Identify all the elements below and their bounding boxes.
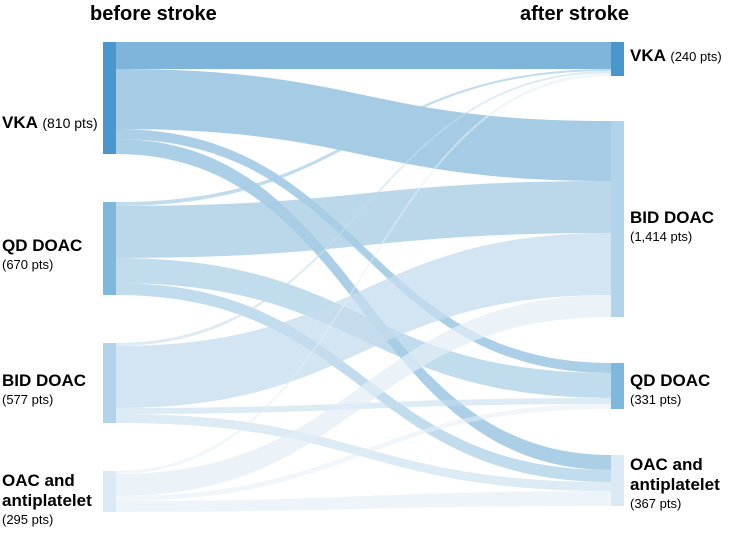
label-count: (810 pts) bbox=[42, 115, 97, 131]
label-name: VKA bbox=[630, 46, 666, 65]
label-left-QD: QD DOAC (670 pts) bbox=[2, 236, 100, 274]
label-left-BID: BID DOAC (577 pts) bbox=[2, 371, 100, 409]
sankey-diagram: before stroke after stroke VKA (810 pts)… bbox=[0, 0, 747, 558]
label-name: VKA bbox=[2, 113, 38, 132]
link-VKA-to-VKA bbox=[116, 42, 611, 69]
label-count: (367 pts) bbox=[630, 496, 681, 511]
node-BID bbox=[611, 121, 624, 317]
label-count: (670 pts) bbox=[2, 257, 53, 272]
label-count: (295 pts) bbox=[2, 512, 53, 527]
label-right-OACAP: OAC andantiplatelet(367 pts) bbox=[630, 455, 745, 513]
node-BID bbox=[103, 343, 116, 423]
label-right-QD: QD DOAC (331 pts) bbox=[630, 371, 745, 409]
node-QD bbox=[611, 363, 624, 409]
label-name: OAC andantiplatelet bbox=[630, 455, 745, 495]
label-right-VKA: VKA (240 pts) bbox=[630, 46, 745, 66]
label-name: QD DOAC bbox=[2, 236, 82, 255]
label-name: BID DOAC bbox=[2, 371, 86, 390]
node-QD bbox=[103, 202, 116, 295]
label-name: OAC andantiplatelet bbox=[2, 471, 100, 511]
node-OACAP bbox=[611, 455, 624, 506]
label-name: QD DOAC bbox=[630, 371, 710, 390]
node-VKA bbox=[611, 42, 624, 76]
label-left-VKA: VKA (810 pts) bbox=[2, 113, 100, 133]
label-right-BID: BID DOAC (1,414 pts) bbox=[630, 208, 745, 246]
node-VKA bbox=[103, 42, 116, 154]
label-count: (240 pts) bbox=[670, 49, 721, 64]
label-left-OACAP: OAC andantiplatelet(295 pts) bbox=[2, 471, 100, 529]
label-count: (577 pts) bbox=[2, 392, 53, 407]
label-name: BID DOAC bbox=[630, 208, 714, 227]
label-count: (1,414 pts) bbox=[630, 229, 692, 244]
node-OACAP bbox=[103, 471, 116, 512]
links-group bbox=[116, 42, 611, 512]
label-count: (331 pts) bbox=[630, 392, 681, 407]
